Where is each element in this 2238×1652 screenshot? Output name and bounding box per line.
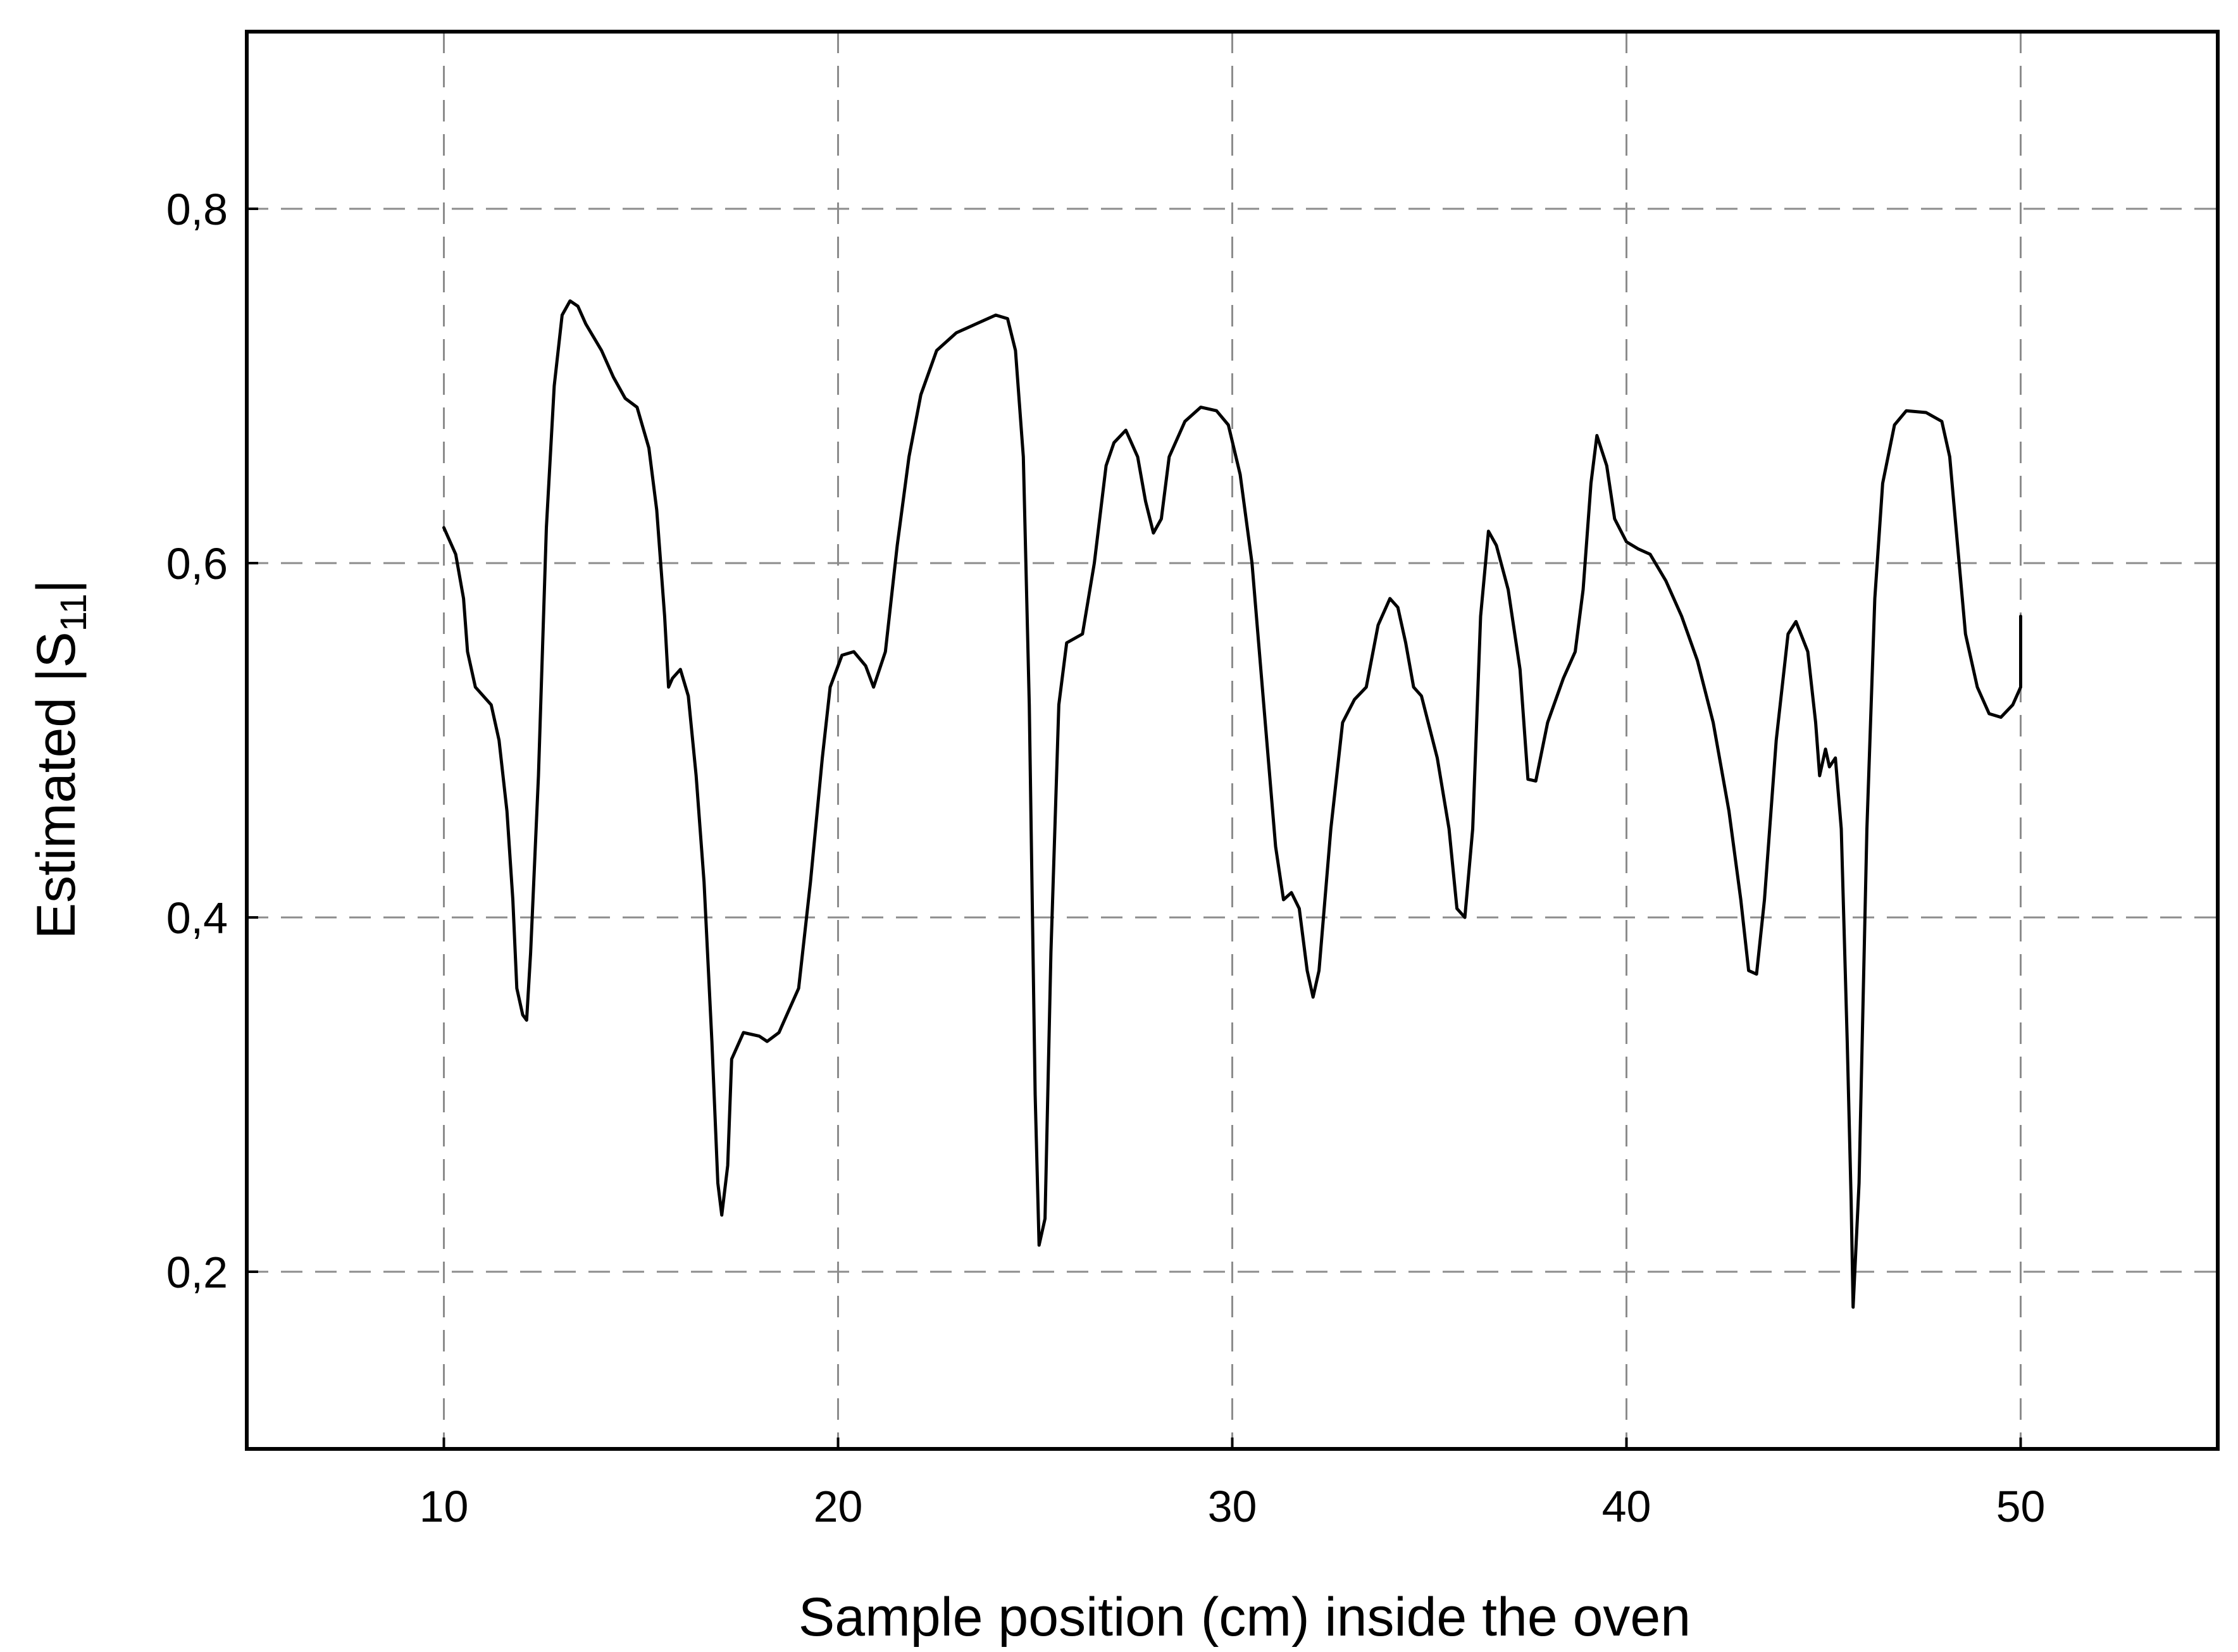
x-axis-title: Sample position (cm) inside the oven [799,1587,1691,1648]
y-tick-label: 0,6 [166,539,228,588]
y-axis-title: Estimated |S11| [26,580,94,940]
y-axis-title-end: | [26,580,87,593]
x-tick-label: 20 [814,1482,863,1531]
x-tick-label: 10 [420,1482,469,1531]
grid-lines [247,32,2218,1449]
x-tick-label: 50 [1996,1482,2046,1531]
y-tick-label: 0,2 [166,1248,228,1297]
y-tick-label: 0,4 [166,893,228,943]
x-tick-label: 30 [1208,1482,1257,1531]
tick-labels: 10 20 30 40 50 0,2 0,4 0,6 0,8 [166,185,2046,1531]
y-tick-label: 0,8 [166,185,228,234]
y-axis-title-subscript: 11 [53,593,94,631]
y-axis-title-main: Estimated |S [26,631,87,939]
x-tick-label: 40 [1602,1482,1651,1531]
plot-frame [245,30,2220,1451]
axis-ticks [247,208,2022,1449]
series-line [442,299,2022,1309]
